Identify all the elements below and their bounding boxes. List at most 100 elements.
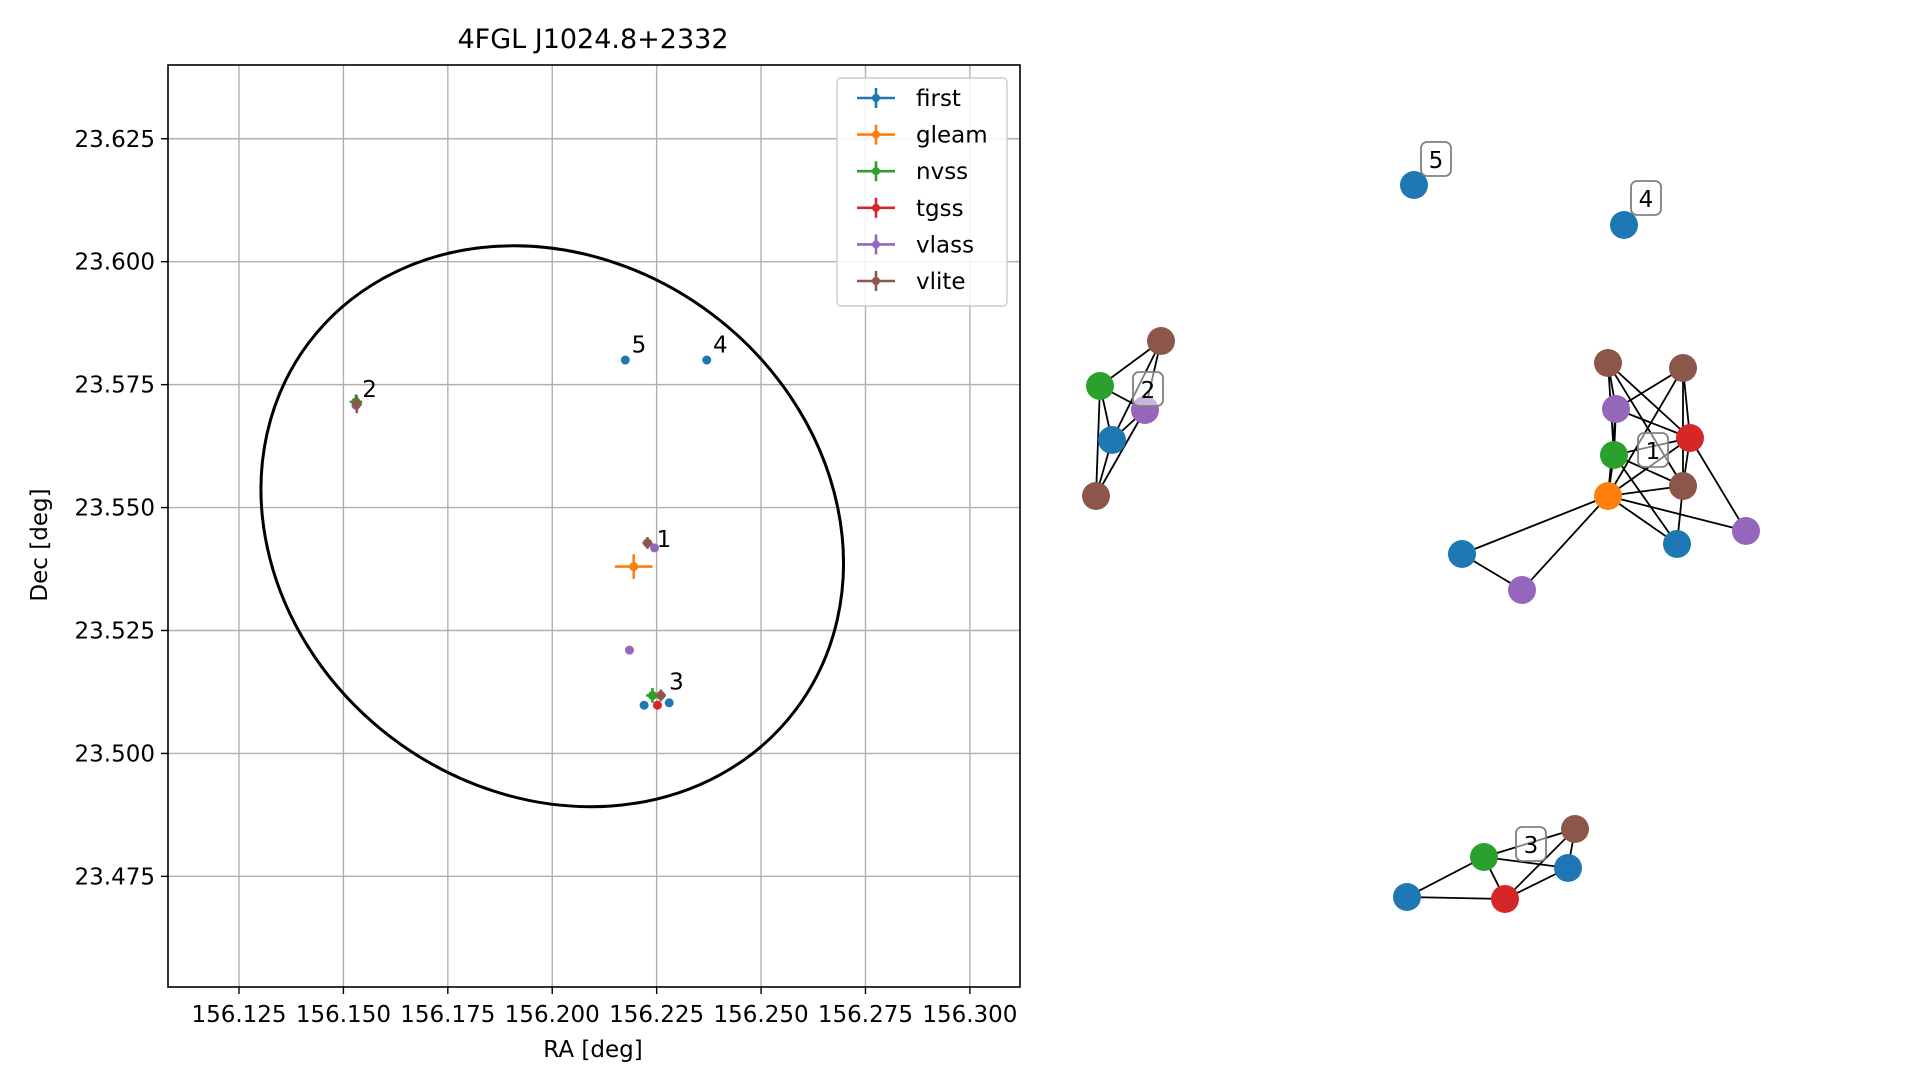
cluster-label-text: 2 bbox=[1141, 378, 1156, 404]
legend-entry-vlass: vlass bbox=[857, 232, 974, 258]
plot-area: 1 2 3 4 5 bbox=[259, 244, 845, 809]
cluster-label-box bbox=[1515, 826, 1547, 862]
data-point-tgss bbox=[652, 700, 662, 710]
x-axis-label: RA [deg] bbox=[543, 1037, 642, 1063]
legend-swatch-dot bbox=[872, 240, 880, 249]
legend-label: nvss bbox=[916, 159, 968, 185]
cluster-label-text: 3 bbox=[1524, 833, 1539, 859]
network-edge bbox=[1095, 385, 1101, 497]
scatter-panel: 4FGL J1024.8+2332 RA [deg] Dec [deg] 156… bbox=[27, 24, 1021, 1063]
point-annotation: 5 bbox=[632, 333, 647, 359]
data-point-first bbox=[620, 355, 630, 365]
cluster-label-box bbox=[1637, 432, 1669, 468]
legend-entry-gleam: gleam bbox=[857, 123, 988, 149]
network-node-first bbox=[1554, 854, 1582, 882]
legend: first gleam nvss tgss vlass vlite bbox=[836, 77, 1008, 307]
point-marker bbox=[652, 700, 662, 710]
cluster-label-text: 1 bbox=[1646, 439, 1661, 465]
point-marker bbox=[620, 355, 630, 365]
data-point-first bbox=[702, 355, 712, 365]
legend-entry-nvss: nvss bbox=[857, 159, 968, 185]
network-node-gleam bbox=[1594, 482, 1622, 510]
legend-entry-tgss: tgss bbox=[857, 196, 964, 222]
y-tick-label: 23.600 bbox=[75, 250, 155, 276]
x-tick-label: 156.200 bbox=[505, 1002, 600, 1028]
point-annotation: 3 bbox=[669, 670, 684, 696]
x-tick-label: 156.225 bbox=[609, 1002, 704, 1028]
network-node-nvss bbox=[1600, 441, 1628, 469]
x-tick-label: 156.275 bbox=[818, 1002, 913, 1028]
y-axis-label: Dec [deg] bbox=[27, 488, 53, 601]
network-node-first bbox=[1448, 540, 1476, 568]
point-marker bbox=[650, 543, 660, 553]
network-cluster-labels: 1 2 3 4 5 bbox=[1132, 141, 1669, 862]
network-node-tgss bbox=[1676, 424, 1704, 452]
x-tick-label: 156.150 bbox=[296, 1002, 391, 1028]
cluster-label-text: 5 bbox=[1429, 148, 1444, 174]
point-marker bbox=[647, 690, 657, 700]
legend-swatch-dot bbox=[872, 94, 880, 102]
legend-label: vlite bbox=[916, 269, 966, 295]
network-node-tgss bbox=[1491, 885, 1519, 913]
network-edge bbox=[1607, 362, 1684, 487]
point-marker bbox=[702, 355, 712, 365]
cluster-label-box bbox=[1132, 371, 1164, 407]
network-edge bbox=[1607, 495, 1678, 545]
data-point-vlass bbox=[625, 645, 634, 655]
point-marker bbox=[664, 698, 674, 708]
legend-entry-vlite: vlite bbox=[857, 269, 966, 295]
legend-entry-first: first bbox=[857, 86, 961, 112]
network-node-first bbox=[1610, 211, 1638, 239]
legend-swatch-dot bbox=[872, 203, 880, 212]
network-node-vlite bbox=[1669, 472, 1697, 500]
y-tick-label: 23.625 bbox=[75, 127, 155, 153]
plot-frame bbox=[167, 64, 1021, 988]
data-point-first bbox=[664, 698, 674, 708]
data-point-first bbox=[639, 700, 649, 710]
data-point-vlass bbox=[650, 543, 660, 553]
data-point-vlite bbox=[655, 689, 666, 702]
network-node-vlass bbox=[1508, 576, 1536, 604]
network-edge bbox=[1689, 437, 1747, 532]
network-node-first bbox=[1393, 883, 1421, 911]
network-nodes bbox=[1082, 171, 1760, 913]
data-point-vlite bbox=[642, 537, 653, 549]
cluster-label-3: 3 bbox=[1515, 826, 1547, 862]
network-edge bbox=[1607, 362, 1691, 439]
point-annotation: 1 bbox=[657, 527, 672, 553]
cluster-label-box bbox=[1420, 141, 1452, 177]
network-edge bbox=[1613, 454, 1678, 545]
network-node-vlass bbox=[1732, 517, 1760, 545]
y-tick-label: 23.500 bbox=[75, 741, 155, 767]
data-point-gleam bbox=[614, 554, 653, 579]
network-node-nvss bbox=[1086, 372, 1114, 400]
x-tick-label: 156.175 bbox=[400, 1002, 495, 1028]
y-tick-label: 23.525 bbox=[75, 618, 155, 644]
point-marker bbox=[656, 690, 666, 700]
axis-ticks: 156.125 156.150 156.175 156.200 156.225 156.2… bbox=[75, 127, 1018, 1028]
network-node-first bbox=[1400, 171, 1428, 199]
y-tick-label: 23.575 bbox=[75, 373, 155, 399]
network-edge bbox=[1607, 367, 1684, 497]
network-node-vlass bbox=[1602, 395, 1630, 423]
point-annotation: 4 bbox=[713, 333, 728, 359]
cluster-label-text: 4 bbox=[1639, 187, 1654, 213]
cluster-label-box bbox=[1630, 180, 1662, 216]
network-node-first bbox=[1098, 426, 1126, 454]
point-marker bbox=[625, 645, 634, 655]
cluster-label-5: 5 bbox=[1420, 141, 1452, 177]
point-annotation: 2 bbox=[362, 377, 377, 403]
legend-label: tgss bbox=[916, 196, 964, 222]
network-node-vlite bbox=[1594, 349, 1622, 377]
cluster-label-4: 4 bbox=[1630, 180, 1662, 216]
legend-label: gleam bbox=[916, 123, 988, 149]
legend-swatch-dot bbox=[872, 167, 880, 176]
network-node-vlite bbox=[1669, 354, 1697, 382]
legend-swatch-dot bbox=[872, 130, 880, 139]
network-edge bbox=[1461, 495, 1609, 555]
point-marker bbox=[629, 562, 639, 572]
network-panel: 1 2 3 4 5 bbox=[1082, 141, 1760, 913]
network-node-vlite bbox=[1082, 482, 1110, 510]
